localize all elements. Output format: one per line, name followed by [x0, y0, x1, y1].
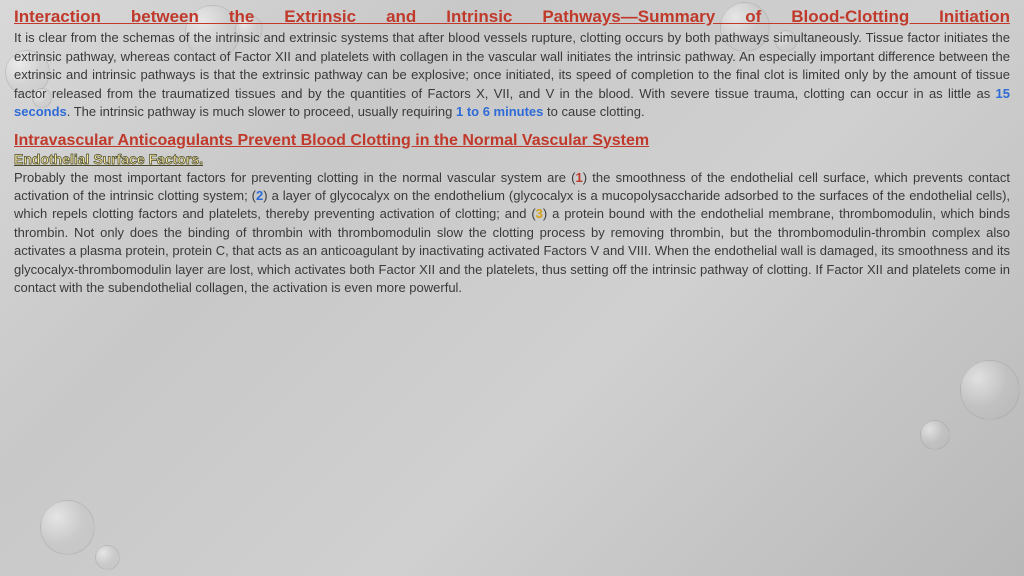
para1-text-a: It is clear from the schemas of the intr… [14, 30, 1010, 100]
main-heading: Interaction between the Extrinsic and In… [14, 6, 1010, 27]
number-1: 1 [576, 170, 583, 185]
section-heading: Intravascular Anticoagulants Prevent Blo… [14, 132, 1010, 150]
water-bubble [95, 545, 120, 570]
para1-text-c: to cause clotting. [543, 104, 644, 119]
paragraph-1: It is clear from the schemas of the intr… [14, 29, 1010, 121]
highlight-1-to-6-minutes: 1 to 6 minutes [456, 104, 543, 119]
slide-content: Interaction between the Extrinsic and In… [14, 6, 1010, 298]
paragraph-2: Probably the most important factors for … [14, 169, 1010, 298]
water-bubble [960, 360, 1020, 420]
water-bubble [40, 500, 95, 555]
number-3: 3 [536, 206, 543, 221]
para2-text-a: Probably the most important factors for … [14, 170, 576, 185]
sub-heading: Endothelial Surface Factors. [14, 151, 1010, 167]
para1-text-b: . The intrinsic pathway is much slower t… [67, 104, 456, 119]
water-bubble [920, 420, 950, 450]
